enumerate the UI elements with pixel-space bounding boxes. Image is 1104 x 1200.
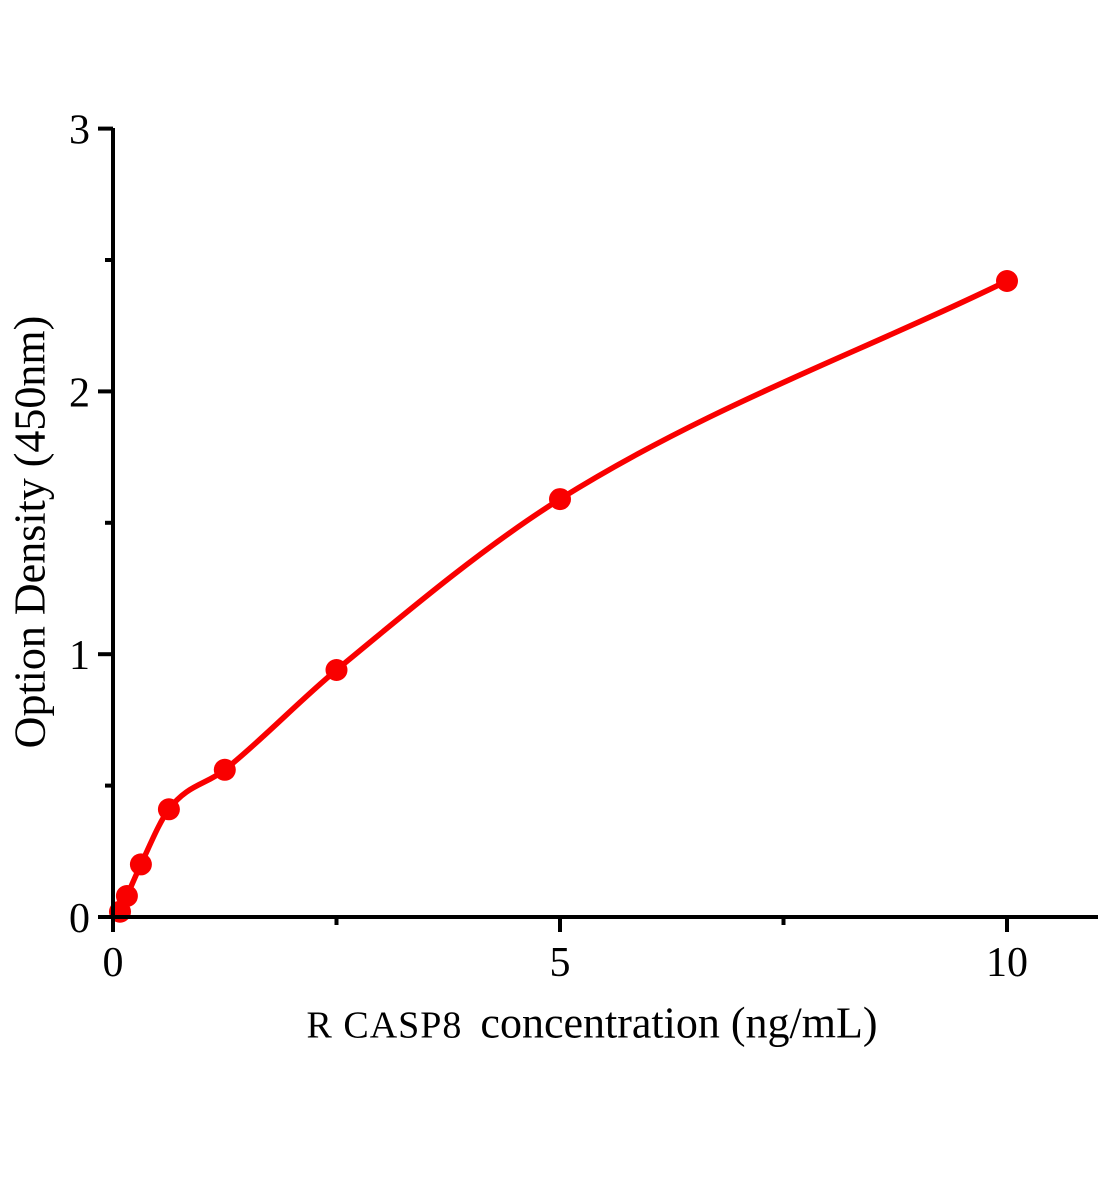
x-tick-label: 5 xyxy=(550,940,571,986)
x-tick-label: 10 xyxy=(986,940,1028,986)
x-tick-label: 0 xyxy=(103,940,124,986)
y-tick-label: 3 xyxy=(69,108,90,154)
fitted-curve xyxy=(110,278,1010,920)
y-axis-title: Option Density (450nm) xyxy=(5,315,55,749)
y-tick-label: 1 xyxy=(69,633,90,679)
y-tick-label: 2 xyxy=(69,370,90,416)
data-point xyxy=(996,270,1018,292)
data-point xyxy=(325,659,348,681)
x-axis-title-analyte: R CASP8 xyxy=(306,1004,463,1047)
data-point xyxy=(115,885,138,907)
data-point xyxy=(213,758,236,781)
x-axis-title: R CASP8 concentration (ng/mL) xyxy=(307,998,878,1049)
tick-labels: 0 5 10 0 1 2 3 xyxy=(69,108,1028,986)
y-tick-label: 0 xyxy=(69,896,90,942)
data-point xyxy=(157,798,180,821)
axes xyxy=(98,126,1098,932)
data-point xyxy=(129,853,152,876)
x-axis-title-unit: concentration (ng/mL) xyxy=(480,998,878,1048)
data-series xyxy=(109,270,1018,923)
data-point xyxy=(549,488,571,511)
